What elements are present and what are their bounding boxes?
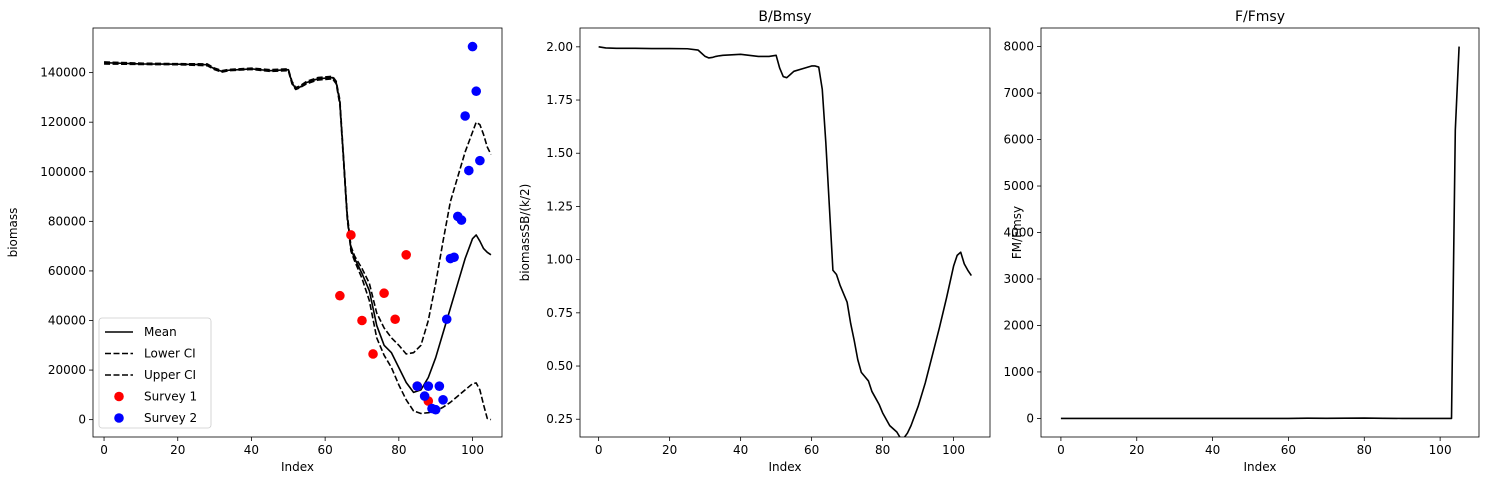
- x-tick-label: 60: [317, 443, 332, 457]
- y-tick-label: 1.00: [546, 253, 573, 267]
- y-tick-label: 0.25: [546, 412, 573, 426]
- y-tick-label: 1.50: [546, 146, 573, 160]
- series-line-data: [598, 46, 973, 437]
- y-tick-label: 2.00: [546, 40, 573, 54]
- scatter-point-survey-1: [335, 290, 345, 301]
- x-tick-label: 80: [875, 443, 890, 457]
- y-tick-label: 6000: [1003, 133, 1034, 147]
- x-tick-label: 60: [804, 443, 819, 457]
- y-tick-label: 4000: [1003, 226, 1034, 240]
- y-tick-label: 1.25: [546, 199, 573, 213]
- y-tick-label: 1.75: [546, 93, 573, 107]
- x-tick-label: 100: [1429, 443, 1452, 457]
- y-tick-label: 80000: [48, 214, 86, 228]
- scatter-point-survey-1: [390, 314, 400, 325]
- x-axis-label: Index: [1243, 460, 1276, 474]
- legend-swatch: [114, 413, 124, 423]
- chart-title: F/Fmsy: [1235, 9, 1285, 25]
- subplot-1: 0 20 40 60 80 100 0 20000 40000 60000 80000 100000 1…: [6, 27, 503, 474]
- scatter-point-survey-1: [346, 230, 356, 240]
- scatter-point-survey-2: [438, 395, 448, 405]
- x-tick-label: 80: [1357, 443, 1372, 457]
- y-tick-label: 100000: [40, 165, 86, 179]
- x-tick-label: 20: [170, 443, 185, 457]
- y-axis-label: biomass: [6, 208, 20, 258]
- legend-label: Lower CI: [144, 347, 196, 361]
- subplot-3: 0 20 40 60 80 1000100020003000400050006000700…: [1003, 9, 1480, 474]
- x-tick-label: 80: [391, 443, 406, 457]
- subplot-2: 0 20 40 60 80 100 0.25 0.50 0.75 1.00 1.25 1.50 1.75…: [518, 9, 991, 474]
- y-axis-label: FM/Fmsy: [1010, 206, 1024, 259]
- y-tick-label: 140000: [40, 66, 86, 80]
- legend-label: Survey 2: [144, 411, 197, 425]
- scatter-point-survey-2: [412, 381, 423, 391]
- scatter-point-survey-2: [467, 41, 478, 52]
- y-tick-label: 0: [1026, 411, 1034, 425]
- legend-label: Survey 1: [144, 390, 197, 404]
- y-tick-label: 0.75: [546, 306, 573, 320]
- legend-swatch: [114, 391, 124, 402]
- legend-label: Mean: [144, 325, 177, 339]
- y-tick-label: 60000: [48, 264, 86, 278]
- y-tick-label: 0.50: [546, 359, 573, 373]
- x-tick-label: 20: [662, 443, 677, 457]
- legend-box: [98, 317, 212, 429]
- scatter-point-survey-1: [401, 250, 411, 260]
- axes-frame: [92, 27, 503, 438]
- y-tick-label: 5000: [1003, 179, 1034, 193]
- y-tick-label: 0: [78, 413, 86, 427]
- scatter-point-survey-2: [460, 111, 470, 121]
- x-axis-label: Index: [281, 460, 314, 474]
- y-tick-label: 8000: [1003, 40, 1034, 54]
- x-tick-label: 100: [461, 443, 484, 457]
- y-tick-label: 40000: [48, 313, 86, 327]
- scatter-point-survey-2: [441, 314, 452, 325]
- y-tick-label: 20000: [48, 363, 86, 377]
- y-tick-label: 120000: [40, 115, 86, 129]
- scatter-point-survey-1: [368, 349, 378, 359]
- scatter-point-survey-2: [430, 404, 441, 415]
- x-tick-label: 0: [595, 443, 603, 457]
- x-tick-label: 20: [1129, 443, 1144, 457]
- series-line-upper-ci: [104, 61, 492, 355]
- x-tick-label: 100: [942, 443, 965, 457]
- y-tick-label: 7000: [1003, 86, 1034, 100]
- x-tick-label: 40: [1205, 443, 1220, 457]
- chart-title: B/Bmsy: [758, 9, 811, 25]
- scatter-point-survey-2: [456, 215, 467, 225]
- x-tick-label: 60: [1281, 443, 1296, 457]
- y-tick-label: 3000: [1003, 272, 1034, 286]
- series-line-lower-ci: [104, 63, 492, 421]
- axes-frame: [1040, 27, 1480, 438]
- scatter-point-survey-2: [449, 252, 459, 263]
- scatter-point-survey-2: [423, 381, 434, 391]
- legend: Mean Lower CI Upper CI Survey 1 Survey 2: [98, 317, 212, 429]
- x-tick-label: 40: [244, 443, 259, 457]
- scatter-point-survey-2: [475, 155, 485, 166]
- y-tick-label: 1000: [1003, 365, 1034, 379]
- x-tick-label: 0: [1057, 443, 1065, 457]
- series-line-data: [1060, 46, 1460, 420]
- y-axis-label: biomassSB/(k/2): [518, 184, 532, 282]
- x-axis-label: Index: [768, 460, 801, 474]
- axes-frame: [579, 27, 991, 438]
- x-tick-label: 0: [100, 443, 108, 457]
- scatter-point-survey-2: [419, 391, 430, 401]
- scatter-point-survey-1: [357, 315, 367, 326]
- scatter-point-survey-2: [464, 165, 474, 176]
- scatter-point-survey-2: [471, 86, 482, 97]
- legend-label: Upper CI: [144, 368, 196, 382]
- scatter-point-survey-2: [434, 381, 445, 391]
- y-tick-label: 2000: [1003, 318, 1034, 332]
- scatter-point-survey-1: [379, 288, 389, 299]
- x-tick-label: 40: [733, 443, 748, 457]
